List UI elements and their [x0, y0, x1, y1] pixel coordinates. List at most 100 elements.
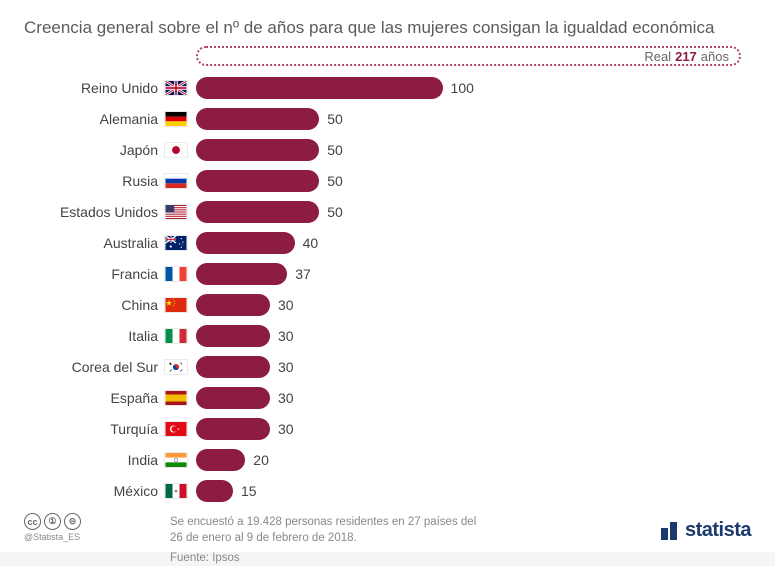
bar-track: 20: [196, 449, 751, 471]
bar-value: 50: [327, 142, 343, 158]
bar-track: 50: [196, 139, 751, 161]
bar: 50: [196, 170, 319, 192]
flag-icon-kr: [164, 359, 188, 375]
real-value: 217: [675, 49, 697, 64]
bar-track: 37: [196, 263, 751, 285]
bar-value: 30: [278, 390, 294, 406]
bar-label: Reino Unido: [24, 80, 164, 96]
flag-icon-cn: [164, 297, 188, 313]
nd-icon: ⊝: [64, 513, 81, 530]
bar-track: 30: [196, 294, 751, 316]
bar: 20: [196, 449, 245, 471]
bar: 50: [196, 139, 319, 161]
bar-label: México: [24, 483, 164, 499]
bar: 30: [196, 325, 270, 347]
cc-icon: cc: [24, 513, 41, 530]
bottom-row: cc ① ⊝ @Statista_ES statista: [24, 513, 751, 542]
bar-row: México 15: [24, 477, 751, 504]
bar-label: España: [24, 390, 164, 406]
bar-value: 50: [327, 111, 343, 127]
bar: 30: [196, 418, 270, 440]
bar-value: 15: [241, 483, 257, 499]
real-suffix: años: [701, 49, 729, 64]
bar-value: 100: [451, 80, 474, 96]
bar: 50: [196, 108, 319, 130]
bar-label: Turquía: [24, 421, 164, 437]
bar-value: 20: [253, 452, 269, 468]
bar-track: 30: [196, 325, 751, 347]
bar-value: 50: [327, 173, 343, 189]
statista-logo-text: statista: [685, 519, 751, 542]
bar-row: China 30: [24, 291, 751, 318]
bar-label: Alemania: [24, 111, 164, 127]
flag-icon-it: [164, 328, 188, 344]
bar-value: 30: [278, 421, 294, 437]
bar: 30: [196, 294, 270, 316]
bar-label: Corea del Sur: [24, 359, 164, 375]
bar-track: 50: [196, 201, 751, 223]
bar-value: 40: [303, 235, 319, 251]
bar-label: Australia: [24, 235, 164, 251]
bar-row: España 30: [24, 384, 751, 411]
bar-track: 30: [196, 387, 751, 409]
bar-row: Estados Unidos 50: [24, 198, 751, 225]
bar-value: 37: [295, 266, 311, 282]
bar-track: 50: [196, 108, 751, 130]
flag-icon-au: [164, 235, 188, 251]
bar-row: Corea del Sur 30: [24, 353, 751, 380]
real-prefix: Real: [644, 49, 671, 64]
chart-container: Creencia general sobre el nº de años par…: [0, 0, 775, 552]
bar-row: India 20: [24, 446, 751, 473]
bar-track: 50: [196, 170, 751, 192]
bar: 50: [196, 201, 319, 223]
flag-icon-fr: [164, 266, 188, 282]
bar-row: Francia 37: [24, 260, 751, 287]
bar-row: Alemania 50: [24, 105, 751, 132]
flag-icon-jp: [164, 142, 188, 158]
bar-value: 50: [327, 204, 343, 220]
bar-track: 15: [196, 480, 751, 502]
flag-icon-de: [164, 111, 188, 127]
flag-icon-ru: [164, 173, 188, 189]
bar-label: Francia: [24, 266, 164, 282]
bar-row: Italia 30: [24, 322, 751, 349]
bar-track: 30: [196, 418, 751, 440]
bars-area: Reino Unido100Alemania50Japón50Rusia50Es…: [24, 74, 751, 504]
bar-label: India: [24, 452, 164, 468]
cc-license: cc ① ⊝ @Statista_ES: [24, 513, 81, 542]
by-icon: ①: [44, 513, 61, 530]
chart-title: Creencia general sobre el nº de años par…: [24, 18, 751, 38]
bar-label: Japón: [24, 142, 164, 158]
bar: 37: [196, 263, 287, 285]
bar-track: 30: [196, 356, 751, 378]
statista-handle: @Statista_ES: [24, 532, 80, 542]
bar-label: China: [24, 297, 164, 313]
bar-row: Japón 50: [24, 136, 751, 163]
bar-label: Rusia: [24, 173, 164, 189]
flag-icon-in: [164, 452, 188, 468]
bar: 100: [196, 77, 443, 99]
bar-label: Italia: [24, 328, 164, 344]
bar-label: Estados Unidos: [24, 204, 164, 220]
statista-logo: statista: [659, 519, 751, 542]
bar-row: Australia 40: [24, 229, 751, 256]
bar-track: 100: [196, 77, 751, 99]
bar: 15: [196, 480, 233, 502]
bar: 40: [196, 232, 295, 254]
flag-icon-uk: [164, 80, 188, 96]
footer-source: Fuente: Ipsos: [170, 550, 751, 566]
real-reference-line: Real 217 años: [196, 46, 741, 68]
statista-logo-icon: [659, 520, 681, 542]
bar: 30: [196, 387, 270, 409]
bar-row: Rusia 50: [24, 167, 751, 194]
bar: 30: [196, 356, 270, 378]
bar-row: Turquía 30: [24, 415, 751, 442]
bar-row: Reino Unido 100: [24, 74, 751, 101]
bar-value: 30: [278, 297, 294, 313]
bar-value: 30: [278, 359, 294, 375]
flag-icon-es: [164, 390, 188, 406]
flag-icon-us: [164, 204, 188, 220]
flag-icon-tr: [164, 421, 188, 437]
flag-icon-mx: [164, 483, 188, 499]
bar-track: 40: [196, 232, 751, 254]
